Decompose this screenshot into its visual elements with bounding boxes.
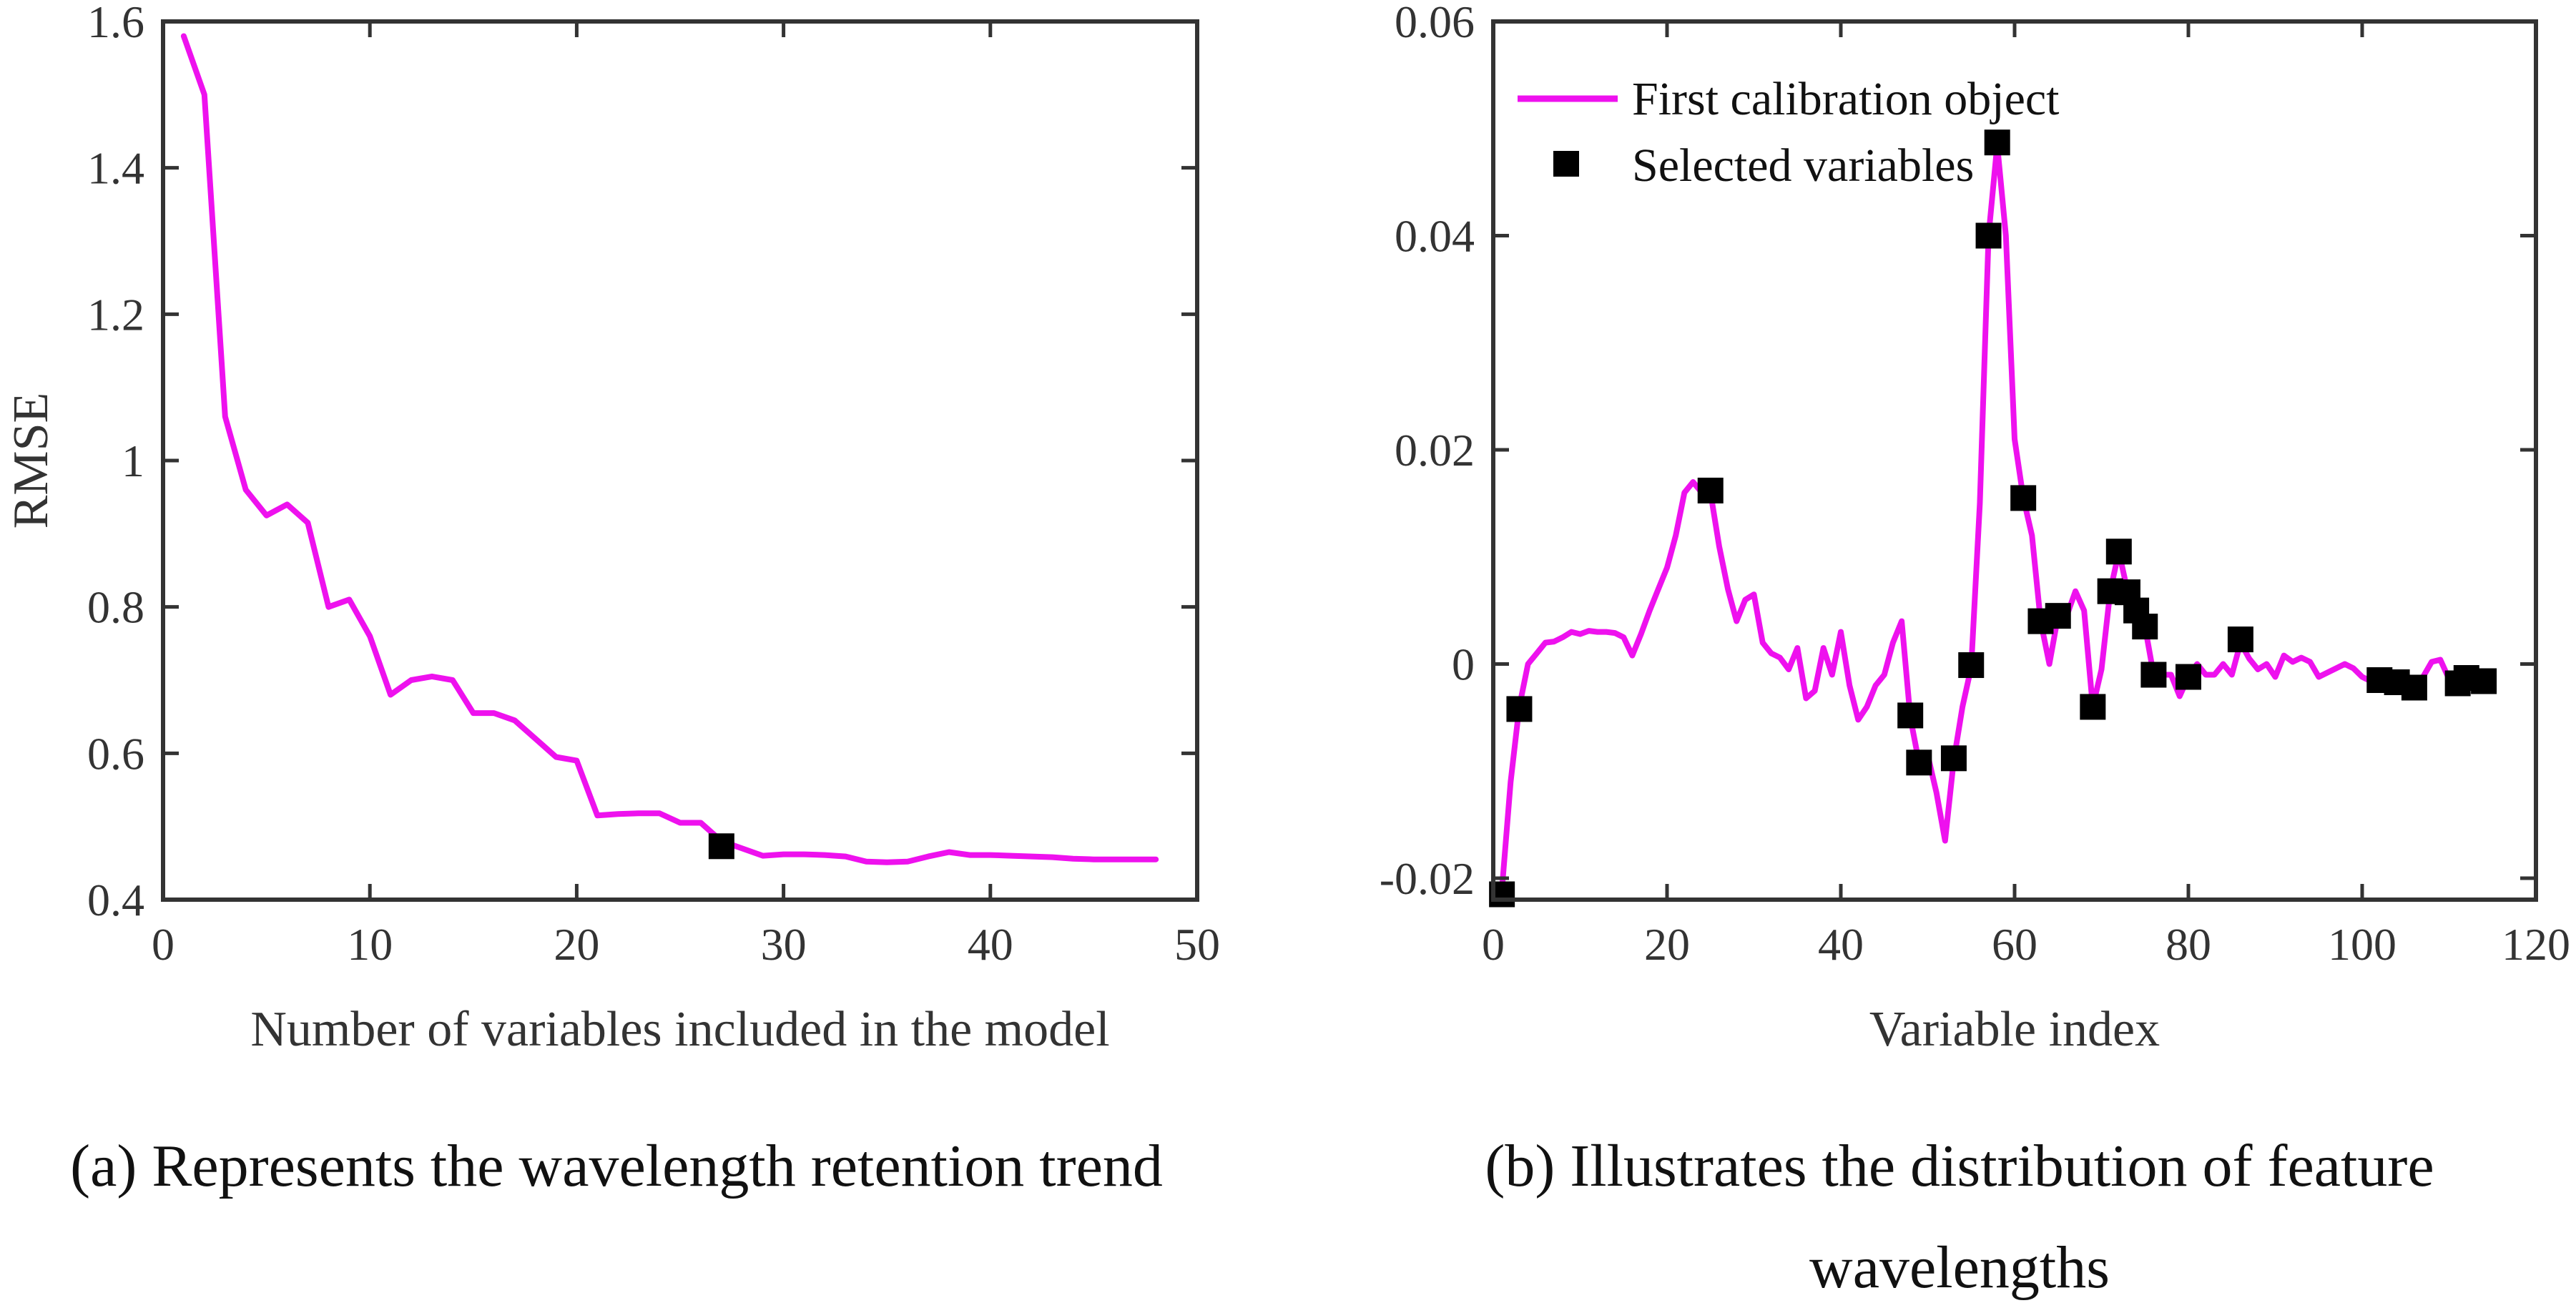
selected-variable-marker	[2010, 485, 2037, 511]
y-tick-label: 0.02	[1395, 425, 1475, 476]
panel-b-caption-line-2: wavelengths	[1809, 1234, 2110, 1301]
selected-variable-marker	[2140, 662, 2167, 688]
y-tick-label: 0.8	[87, 582, 144, 633]
y-tick-label: 1.2	[87, 289, 144, 340]
panel-a-plot-frame	[161, 19, 1199, 902]
panel-b-ticks	[1491, 19, 2538, 900]
selected-variable-marker	[1506, 696, 1533, 722]
panel-a-line-layer	[180, 33, 1159, 865]
y-tick-label: 0.04	[1395, 211, 1475, 262]
y-tick-label: 1	[122, 436, 144, 486]
y-tick-label: 0.06	[1395, 0, 1475, 47]
panel-b-marker-layer	[1489, 129, 2497, 908]
x-tick-label: 10	[347, 919, 393, 970]
x-tick-label: 20	[554, 919, 599, 970]
selected-variable-marker	[2176, 664, 2201, 690]
selected-variable-marker	[1940, 745, 1967, 772]
selected-variable-marker	[1697, 477, 1724, 503]
panel-a-ticks	[161, 19, 1199, 902]
x-tick-label: 20	[1644, 919, 1690, 970]
y-tick-label: 0.6	[87, 728, 144, 779]
x-tick-label: 40	[1818, 919, 1864, 970]
y-tick-label: 0	[1452, 639, 1475, 690]
selected-variable-marker	[2132, 614, 2158, 640]
selected-variable-marker	[1906, 749, 1932, 776]
x-tick-label: 0	[1482, 919, 1505, 970]
selected-variable-marker	[2080, 694, 2106, 720]
panel-a-y-axis-label: RMSE	[4, 393, 59, 529]
panel-a-x-axis-label: Number of variables included in the mode…	[250, 1002, 1109, 1057]
panel-a-caption: (a) Represents the wavelength retention …	[70, 1133, 1163, 1199]
panel-a-rmse-chart: 0 10 20 30 40 50 0.4 0.6 0.8 1 1.2 1.4 1.6 Number of…	[4, 0, 1220, 1199]
panel-b-x-axis-label: Variable index	[1869, 1002, 2160, 1057]
selected-variable-marker	[2105, 539, 2132, 565]
selected-variable-marker	[1897, 702, 1924, 729]
y-tick-label: -0.02	[1380, 853, 1475, 904]
x-tick-label: 30	[761, 919, 807, 970]
x-tick-label: 0	[152, 919, 174, 970]
x-tick-label: 80	[2165, 919, 2211, 970]
x-tick-label: 100	[2328, 919, 2396, 970]
legend-label-calibration-object: First calibration object	[1632, 73, 2060, 125]
selected-variable-marker	[2045, 603, 2071, 629]
y-tick-label: 1.6	[87, 0, 144, 47]
panel-a-tick-labels: 0 10 20 30 40 50 0.4 0.6 0.8 1 1.2 1.4 1.6	[87, 0, 1220, 970]
x-tick-label: 50	[1174, 919, 1220, 970]
x-tick-label: 60	[1992, 919, 2037, 970]
selected-variable-marker	[1984, 129, 2010, 156]
panel-b-legend: First calibration object Selected variab…	[1518, 73, 2060, 192]
series-line-a	[180, 33, 1159, 865]
highlight-marker	[708, 833, 734, 860]
series-line-b	[1499, 142, 2487, 892]
legend-label-selected-variables: Selected variables	[1632, 139, 1974, 192]
panel-b-caption-line-1: (b) Illustrates the distribution of feat…	[1485, 1133, 2434, 1199]
y-tick-label: 0.4	[87, 875, 144, 925]
selected-variable-marker	[2401, 674, 2427, 701]
selected-variable-marker	[1975, 222, 2002, 249]
legend-square-marker-swatch	[1553, 151, 1579, 177]
panel-b-line-layer	[1499, 142, 2487, 892]
selected-variable-marker	[2471, 668, 2497, 694]
x-tick-label: 40	[968, 919, 1013, 970]
x-tick-label: 120	[2502, 919, 2570, 970]
panel-a-marker-layer	[708, 833, 734, 860]
selected-variable-marker	[1958, 652, 1985, 679]
selected-variable-marker	[2227, 626, 2253, 653]
y-tick-label: 1.4	[87, 143, 144, 194]
